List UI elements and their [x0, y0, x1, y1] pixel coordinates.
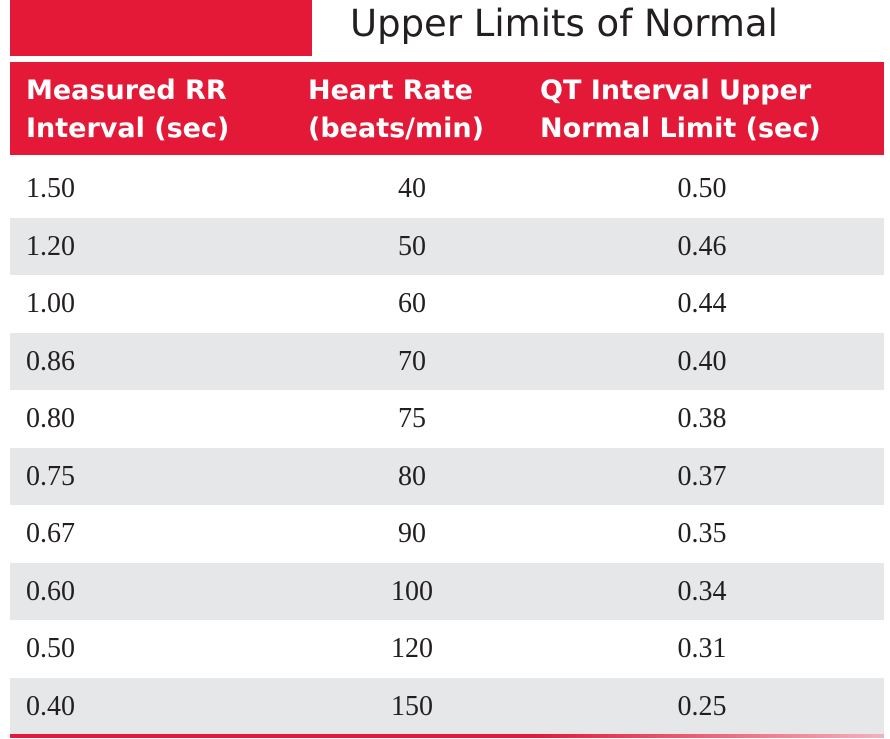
table-cell: 0.50 — [677, 173, 727, 204]
table-cell: 60 — [398, 288, 426, 319]
table-cell: 0.50 — [26, 633, 75, 664]
table-cell: 0.31 — [677, 633, 727, 664]
title: Upper Limits of Normal — [350, 2, 778, 45]
table-cell: 100 — [391, 575, 433, 607]
title-block — [10, 0, 312, 56]
table-cell: 1.20 — [26, 230, 75, 262]
table-cell: 0.80 — [26, 403, 75, 434]
table-row — [10, 562, 884, 620]
table-cell: 0.35 — [677, 518, 727, 549]
header-line: QT Interval Upper — [540, 75, 812, 106]
table-cell: 40 — [398, 173, 426, 204]
header-line: Measured RR — [26, 75, 227, 106]
table-cell: 0.34 — [677, 575, 727, 607]
table-row — [10, 677, 884, 735]
table-cell: 70 — [398, 345, 426, 377]
header-line: (beats/min) — [308, 113, 484, 144]
table-cell: 0.25 — [677, 690, 727, 722]
table-cell: 0.75 — [26, 460, 75, 492]
table-row — [10, 160, 884, 218]
table-row — [10, 332, 884, 390]
column-header: Heart Rate (beats/min) — [308, 72, 484, 148]
table-cell: 0.37 — [677, 460, 727, 492]
table-cell: 0.60 — [26, 575, 75, 607]
header-line: Heart Rate — [308, 75, 473, 106]
table-cell: 0.38 — [677, 403, 727, 434]
table-cell: 0.40 — [677, 345, 727, 377]
header-row — [10, 62, 884, 155]
table-cell: 1.00 — [26, 288, 75, 319]
table-cell: 50 — [398, 230, 426, 262]
table-cell: 75 — [398, 403, 426, 434]
table-row — [10, 390, 884, 448]
bottom-rule — [10, 734, 884, 738]
table-cell: 80 — [398, 460, 426, 492]
table-row — [10, 505, 884, 563]
table-row — [10, 217, 884, 275]
table-cell: 0.67 — [26, 518, 75, 549]
table-cell: 0.46 — [677, 230, 727, 262]
header-line: Interval (sec) — [26, 113, 230, 144]
table-cell: 0.86 — [26, 345, 75, 377]
table-row — [10, 620, 884, 678]
table-cell: 0.44 — [677, 288, 727, 319]
table-cell: 120 — [391, 633, 433, 664]
table-row — [10, 447, 884, 505]
table-cell: 150 — [391, 690, 433, 722]
header-line: Normal Limit (sec) — [540, 113, 821, 144]
table-row — [10, 275, 884, 333]
column-header: Measured RR Interval (sec) — [26, 72, 229, 148]
column-header: QT Interval Upper Normal Limit (sec) — [540, 72, 821, 148]
table-cell: 90 — [398, 518, 426, 549]
table-cell: 0.40 — [26, 690, 75, 722]
table-cell: 1.50 — [26, 173, 75, 204]
